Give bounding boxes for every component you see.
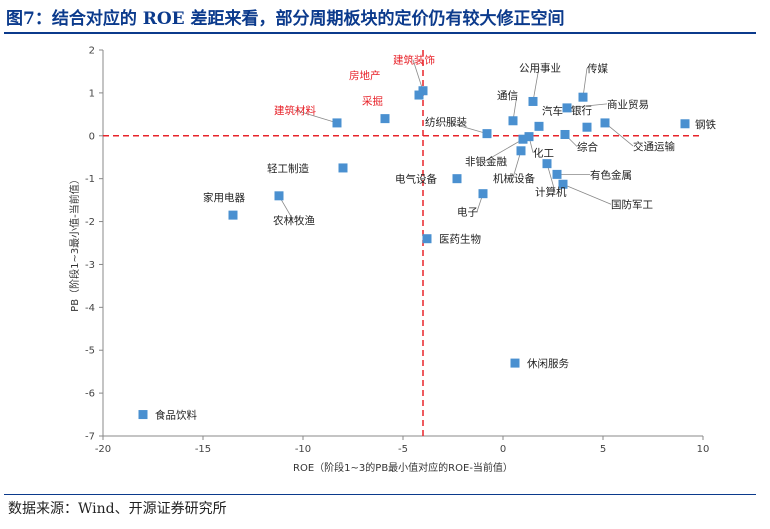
- data-point-label: 机械设备: [493, 172, 535, 185]
- leader-line: [512, 150, 522, 178]
- data-point-label: 纺织服装: [425, 116, 467, 129]
- source-note: 数据来源：Wind、开源证券研究所: [8, 501, 227, 517]
- data-point-label: 电气设备: [395, 173, 437, 186]
- data-point-label: 国防军工: [611, 198, 653, 211]
- data-point-marker: [582, 122, 592, 132]
- data-point-label: 建筑材料: [274, 104, 316, 117]
- data-point-marker: [332, 118, 342, 128]
- leader-lines: [278, 59, 634, 221]
- data-point-marker: [478, 189, 488, 199]
- data-point-marker: [578, 92, 588, 102]
- data-point-label: 采掘: [362, 95, 383, 108]
- y-tick-label: 0: [89, 131, 95, 142]
- data-point-label: 有色金属: [590, 168, 632, 181]
- leader-line: [562, 183, 612, 205]
- data-point-marker: [528, 96, 538, 106]
- data-point-marker: [510, 358, 520, 368]
- title-divider: [4, 32, 756, 34]
- data-point-marker: [338, 163, 348, 173]
- data-point-label: 钢铁: [695, 118, 716, 131]
- data-point-label: 休闲服务: [527, 357, 569, 370]
- figure-title: 图7：结合对应的 ROE 差距来看，部分周期板块的定价仍有较大修正空间: [6, 9, 565, 29]
- data-point-label: 汽车: [542, 104, 563, 117]
- data-point-label: 银行: [571, 104, 592, 117]
- data-point-label: 公用事业: [519, 61, 561, 74]
- x-axis-title: ROE（阶段1~3的PB最小值对应的ROE-当前值）: [293, 461, 513, 474]
- data-points: [138, 86, 690, 420]
- data-point-label: 商业贸易: [607, 98, 649, 111]
- data-point-marker: [380, 114, 390, 124]
- y-tick-label: -3: [85, 260, 95, 271]
- y-tick-label: -7: [85, 432, 95, 443]
- data-point-marker: [562, 103, 572, 113]
- data-point-label: 医药生物: [439, 233, 481, 246]
- data-point-marker: [516, 146, 526, 156]
- data-point-label: 传媒: [587, 62, 608, 75]
- y-axis-title: PB（阶段1~3最小值-当前值）: [68, 174, 81, 312]
- leader-line: [566, 103, 608, 109]
- data-point-marker: [560, 129, 570, 139]
- data-point-label: 房地产: [349, 69, 381, 82]
- data-point-marker: [274, 191, 284, 201]
- leader-line: [293, 109, 338, 124]
- footer-divider: [4, 494, 756, 495]
- data-point-marker: [600, 118, 610, 128]
- leader-line: [484, 138, 524, 162]
- data-point-label: 家用电器: [203, 191, 245, 204]
- y-tick-label: 2: [89, 46, 95, 57]
- y-tick-label: -6: [85, 389, 95, 400]
- data-point-label: 计算机: [535, 186, 567, 199]
- data-point-label: 综合: [577, 140, 598, 153]
- x-tick-label: 0: [500, 444, 506, 455]
- data-point-label: 非银金融: [465, 155, 507, 168]
- data-point-marker: [138, 410, 148, 420]
- data-point-marker: [680, 119, 690, 129]
- x-tick-label: -10: [295, 444, 311, 455]
- leader-line: [604, 122, 634, 147]
- leader-line: [582, 68, 588, 98]
- data-point-marker: [558, 179, 568, 189]
- data-point-marker: [534, 121, 544, 131]
- data-point-marker: [422, 234, 432, 244]
- chart-axes: 210-1-2-3-4-5-6-7-20 -15 -10 -5 0 5 10: [85, 46, 709, 456]
- y-tick-label: -4: [85, 303, 95, 314]
- y-tick-label: -5: [85, 346, 95, 357]
- x-tick-label: -20: [95, 444, 111, 455]
- data-point-label: 化工: [533, 147, 554, 160]
- x-tick-label: 5: [600, 444, 606, 455]
- data-point-marker: [524, 132, 534, 142]
- data-point-marker: [542, 159, 552, 169]
- data-point-marker: [508, 116, 518, 126]
- leader-line: [546, 163, 556, 192]
- y-tick-label: -1: [85, 174, 95, 185]
- y-tick-label: 1: [89, 88, 95, 99]
- data-point-label: 电子: [457, 206, 478, 219]
- data-point-marker: [482, 129, 492, 139]
- data-point-marker: [228, 210, 238, 220]
- x-tick-label: -5: [398, 444, 408, 455]
- leader-line: [412, 59, 424, 91]
- scatter-chart: 210-1-2-3-4-5-6-7-20 -15 -10 -5 0 5 10 建筑装饰房地产…: [68, 46, 716, 475]
- data-point-marker: [414, 90, 424, 100]
- data-point-label: 交通运输: [633, 140, 675, 153]
- data-point-marker: [552, 169, 562, 179]
- leader-line: [444, 121, 488, 135]
- data-point-label: 通信: [497, 90, 518, 102]
- data-point-label: 轻工制造: [267, 162, 309, 175]
- leader-line: [532, 67, 540, 102]
- data-point-label: 建筑装饰: [393, 54, 435, 67]
- x-tick-label: -15: [195, 444, 211, 455]
- data-point-marker: [452, 174, 462, 184]
- data-point-marker: [518, 134, 528, 144]
- x-tick-label: 10: [697, 444, 710, 455]
- data-point-label: 农林牧渔: [273, 214, 315, 227]
- data-point-label: 食品饮料: [155, 409, 197, 422]
- y-tick-label: -2: [85, 217, 95, 228]
